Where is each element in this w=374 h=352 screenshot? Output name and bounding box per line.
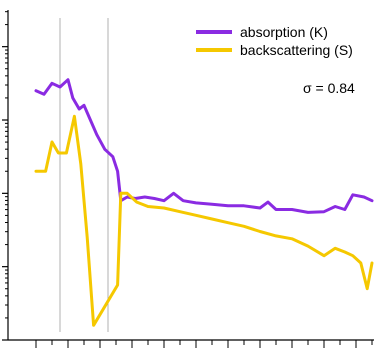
legend: absorption (K) backscattering (S) bbox=[196, 24, 353, 58]
series-line-backscattering bbox=[34, 114, 374, 327]
sigma-annotation: σ = 0.84 bbox=[303, 80, 355, 96]
legend-label: backscattering (S) bbox=[240, 42, 353, 58]
legend-label: absorption (K) bbox=[240, 24, 328, 40]
tick-marks bbox=[2, 11, 373, 348]
reference-lines bbox=[59, 18, 109, 332]
series-line-absorption bbox=[34, 78, 374, 214]
axes bbox=[7, 10, 374, 341]
series-group bbox=[34, 78, 374, 327]
